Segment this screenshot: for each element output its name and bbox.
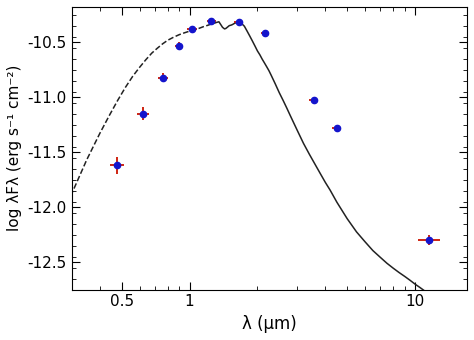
Y-axis label: log λFλ (erg s⁻¹ cm⁻²): log λFλ (erg s⁻¹ cm⁻²) (7, 65, 22, 232)
X-axis label: λ (μm): λ (μm) (242, 315, 297, 333)
